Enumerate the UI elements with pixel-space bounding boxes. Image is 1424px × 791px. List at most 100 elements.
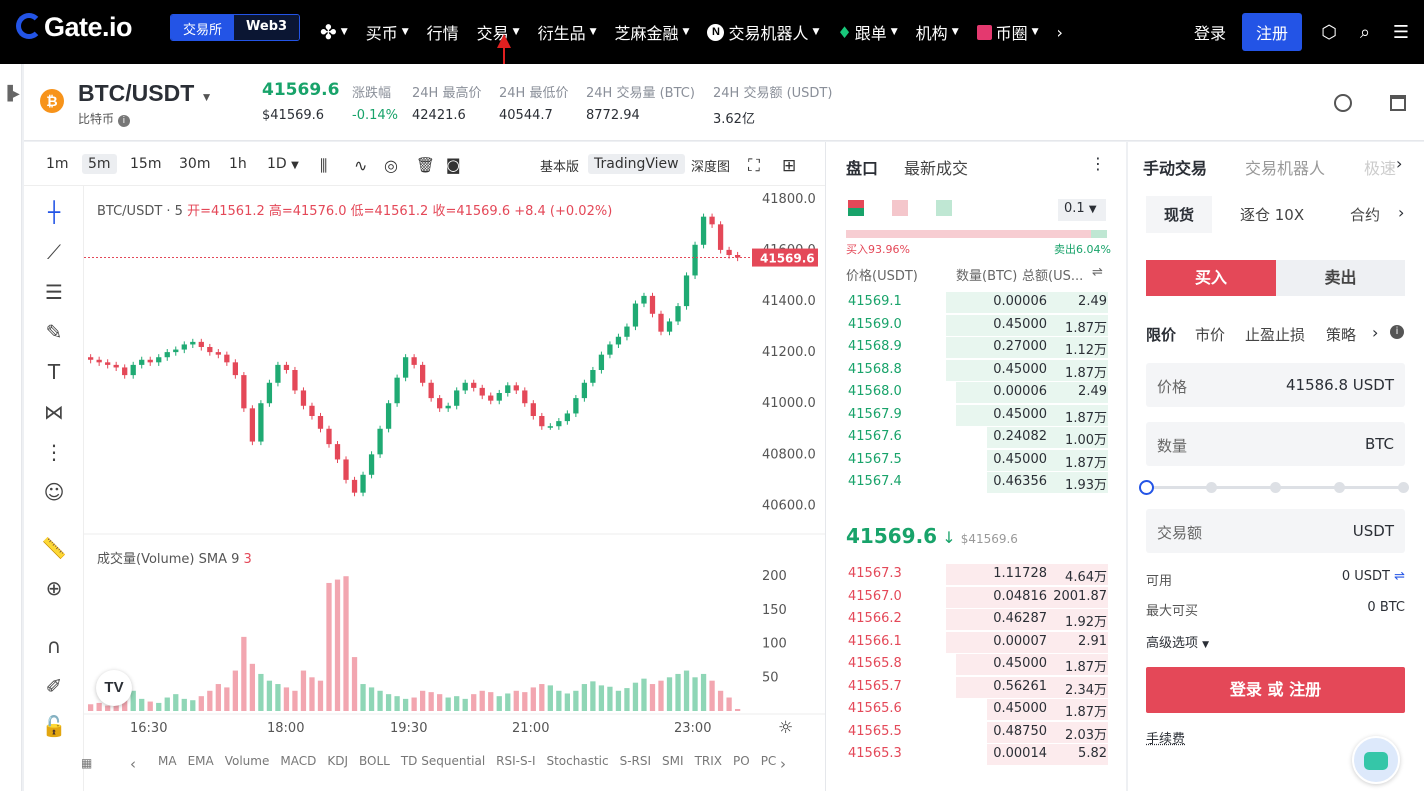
ask-row[interactable]: 41567.0 0.04816 2001.87 [826,586,1127,608]
advanced-options[interactable]: 高级选项 ▼ [1146,636,1210,651]
type-spot[interactable]: 现货 [1146,196,1213,233]
bid-row[interactable]: 41567.5 0.45000 1.87万 [826,449,1127,471]
calendar-icon[interactable]: ▦ [81,756,93,770]
lock-drawing-icon[interactable]: ✐ [45,674,63,698]
tf-1m[interactable]: 1m [46,156,69,172]
grid-layout-icon[interactable]: ⊞ [782,156,797,176]
slider-tick-50[interactable] [1270,482,1281,493]
magnet-icon[interactable]: ∩ [46,634,62,658]
menu-copy-trading[interactable]: ♦ 跟单 ▼ [837,22,898,44]
menu-trading-bots[interactable]: N 交易机器人 ▼ [707,20,819,44]
type-next-icon[interactable]: › [1398,203,1405,222]
tab-manual-trade[interactable]: 手动交易 [1143,159,1208,178]
mode-depth[interactable]: 深度图 [691,160,731,175]
view-asks-icon[interactable] [936,200,952,216]
seg-web3[interactable]: Web3 [234,15,300,40]
indicator-item[interactable]: KDJ [327,754,348,768]
tradingview-logo[interactable]: TV [96,670,132,706]
tf-15m[interactable]: 15m [130,156,162,172]
ask-row[interactable]: 41567.3 1.11728 4.64万 [826,563,1127,585]
order-tpsl[interactable]: 止盈止损 [1245,326,1306,344]
prediction-icon[interactable]: ⋮ [44,440,64,464]
login-link[interactable]: 登录 [1193,24,1226,43]
indicator-item[interactable]: EMA [187,754,214,768]
seg-exchange[interactable]: 交易所 [171,15,235,40]
type-contract[interactable]: 合约 [1350,206,1381,224]
slider-handle[interactable] [1139,480,1154,495]
fullscreen-icon[interactable]: ⛶ [748,156,760,176]
indicator-item[interactable]: S-RSI [619,754,652,768]
apps-menu[interactable]: ✤ ▼ [320,20,348,44]
search-icon[interactable]: ⌕ [1359,21,1371,43]
view-both-icon[interactable] [848,200,864,216]
indicators-next-icon[interactable]: › [780,755,786,773]
layout-icon[interactable] [1390,95,1406,111]
bid-row[interactable]: 41569.0 0.45000 1.87万 [826,314,1127,336]
trash-icon[interactable]: 🗑 [416,156,436,174]
settings-icon[interactable]: ◎ [384,156,398,175]
indicator-item[interactable]: SMI [662,754,684,768]
exchange-web3-switch[interactable]: 交易所 Web3 [170,14,301,41]
order-market[interactable]: 市价 [1195,326,1226,344]
precision-select[interactable]: 0.1 ▼ [1058,199,1106,221]
order-next-icon[interactable]: › [1372,323,1379,342]
more-icon[interactable]: ⋮ [1090,154,1106,173]
indicator-item[interactable]: RSI-S-I [496,754,536,768]
login-register-button[interactable]: 登录 或 注册 [1146,667,1405,713]
menu-icon[interactable]: ☰ [1392,21,1410,43]
tab-trade-bot[interactable]: 交易机器人 [1245,159,1326,178]
bid-row[interactable]: 41568.8 0.45000 1.87万 [826,359,1127,381]
ask-row[interactable]: 41565.3 0.00014 5.82 [826,743,1127,765]
buy-tab[interactable]: 买入 [1146,260,1276,296]
slider-tick-25[interactable] [1206,482,1217,493]
type-margin[interactable]: 逐仓 10X [1240,206,1305,224]
tab-fast[interactable]: 极速 [1364,159,1397,178]
order-strategy[interactable]: 策略 [1326,326,1357,344]
indicator-item[interactable]: MA [158,754,177,768]
slider-tick-75[interactable] [1334,482,1345,493]
brush-icon[interactable]: ✎ [45,320,63,344]
ask-row[interactable]: 41565.8 0.45000 1.87万 [826,653,1127,675]
menu-institutional[interactable]: 机构 ▼ [915,24,959,43]
candle-type-icon[interactable]: ⫼ [320,156,328,175]
camera-icon[interactable]: ◙ [446,156,461,174]
collapse-icon[interactable]: ▐▸ [2,86,20,102]
indicator-item[interactable]: Volume [224,754,270,768]
menu-buy-crypto[interactable]: 买币 ▼ [365,24,409,43]
price-chart[interactable]: 41800.041600.041400.041200.041000.040800… [84,186,825,791]
mode-tradingview[interactable]: TradingView [588,154,685,174]
tab-orderbook[interactable]: 盘口 [846,159,879,178]
tf-30m[interactable]: 30m [179,156,211,172]
indicator-item[interactable]: PO [733,754,750,768]
brand-logo[interactable]: Gate.io [16,12,133,43]
text-icon[interactable]: T [47,360,61,384]
sell-tab[interactable]: 卖出 [1276,260,1405,296]
indicator-item[interactable]: MACD [280,754,317,768]
bid-row[interactable]: 41568.9 0.27000 1.12万 [826,336,1127,358]
emoji-icon[interactable]: ☺ [43,480,65,504]
indicator-icon[interactable]: ∿ [354,156,368,175]
indicator-item[interactable]: TRIX [694,754,722,768]
fee-link[interactable]: 手续费 [1146,732,1186,747]
ask-row[interactable]: 41565.5 0.48750 2.03万 [826,721,1127,743]
unlock-icon[interactable]: 🔓 [41,714,67,738]
tabs-next-icon[interactable]: › [1396,154,1403,173]
slider-tick-100[interactable] [1398,482,1409,493]
total-field[interactable]: 交易额 USDT [1146,509,1405,553]
indicator-item[interactable]: PC [760,754,777,768]
zoom-in-icon[interactable]: ⊕ [45,576,63,600]
ask-row[interactable]: 41565.7 0.56261 2.34万 [826,676,1127,698]
indicators-prev-icon[interactable]: ‹ [130,755,136,773]
indicator-item[interactable]: TD Sequential [400,754,486,768]
menu-markets[interactable]: 行情 [426,24,459,43]
left-collapse-strip[interactable]: ▐▸ [0,64,22,791]
tf-1h[interactable]: 1h [229,156,247,172]
price-field[interactable]: 价格 41586.8 USDT [1146,363,1405,407]
assistant-avatar[interactable] [1352,736,1400,784]
tf-5m[interactable]: 5m [82,154,117,174]
tf-1d[interactable]: 1D ▼ [267,156,299,172]
bid-row[interactable]: 41567.6 0.24082 1.00万 [826,426,1127,448]
menu-crypto-circle[interactable]: 币圈 ▼ [976,20,1039,44]
trendline-icon[interactable]: ⟋ [47,240,61,264]
transfer-icon[interactable]: ⇌ [1394,569,1405,584]
